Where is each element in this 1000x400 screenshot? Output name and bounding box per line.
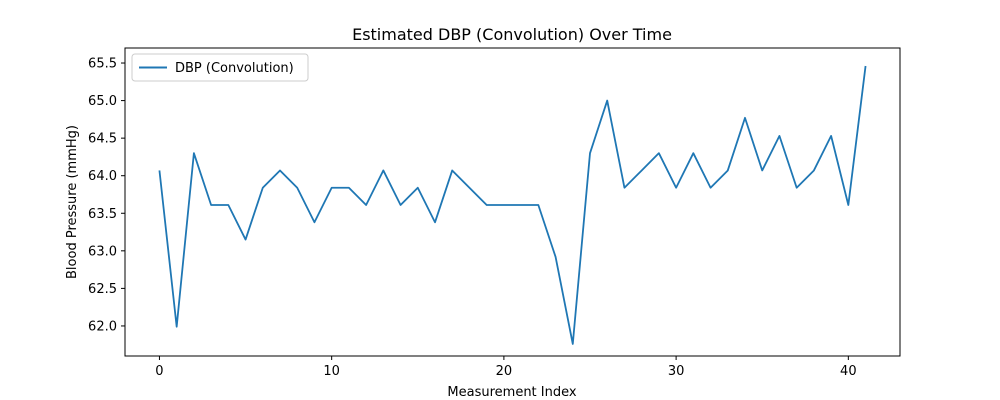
legend: DBP (Convolution) [131, 53, 309, 82]
x-tick-label: 0 [155, 364, 163, 379]
legend-label-dbp: DBP (Convolution) [175, 61, 294, 76]
y-axis-label: Blood Pressure (mmHg) [65, 125, 80, 279]
x-axis-label: Measurement Index [447, 385, 576, 400]
y-tick-label: 64.5 [88, 132, 117, 147]
plot-area: 0 10 20 30 40 62.0 62.5 63.0 63.5 64.0 64.5 65.0 65.… [88, 47, 901, 379]
legend-box [131, 53, 309, 82]
y-tick-label: 65.0 [88, 94, 117, 109]
y-tick-label: 62.0 [88, 319, 117, 334]
plot-frame [124, 47, 901, 357]
y-tick-label: 62.5 [88, 282, 117, 297]
series-line-dbp [158, 65, 867, 345]
x-tick-label: 40 [840, 364, 857, 379]
y-tick-label: 63.5 [88, 207, 117, 222]
x-tick-label: 30 [668, 364, 685, 379]
x-tick-label: 10 [323, 364, 340, 379]
y-tick-label: 64.0 [88, 169, 117, 184]
y-tick-label: 63.0 [88, 244, 117, 259]
x-tick-label: 20 [496, 364, 513, 379]
chart-title: Estimated DBP (Convolution) Over Time [352, 25, 672, 44]
y-tick-label: 65.5 [88, 57, 117, 72]
